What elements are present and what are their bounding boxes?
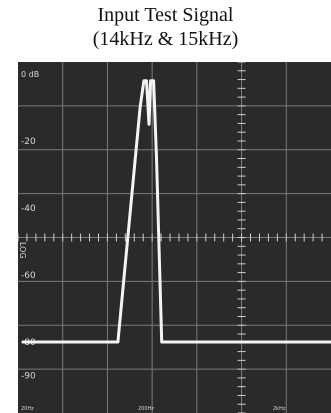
y-tick-label: -90 xyxy=(21,372,36,382)
x-tick-label: 2kHz xyxy=(273,406,286,412)
y-tick-label: -40 xyxy=(21,204,36,214)
center-axis-ticks xyxy=(18,62,323,413)
y-tick-label: 0 dB xyxy=(21,70,39,79)
x-tick-label: 20Hz xyxy=(21,406,34,412)
y-tick-label: -20 xyxy=(21,137,36,147)
title-line-1: Input Test Signal xyxy=(97,4,234,26)
x-tick-label: 200Hz xyxy=(138,406,154,412)
oscilloscope-screen: 0 dB-20-40-60-80-90 20Hz 200Hz 2kHz LOG xyxy=(18,62,331,413)
x-tick-labels: 20Hz 200Hz 2kHz xyxy=(21,406,286,412)
title-line-2: (14kHz & 15kHz) xyxy=(92,28,239,50)
spectrum-trace xyxy=(21,79,331,344)
chart-title: Input Test Signal (14kHz & 15kHz) xyxy=(0,3,331,51)
y-tick-label: -60 xyxy=(21,271,36,281)
y-scale-label: LOG xyxy=(18,242,27,259)
